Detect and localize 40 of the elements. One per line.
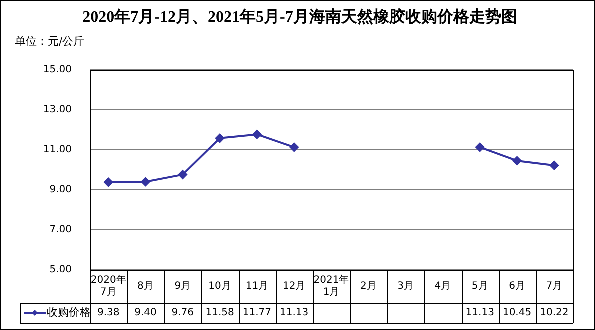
x-tick-label: 6月	[509, 281, 526, 292]
x-tick-label: 2020年 7月	[90, 274, 126, 298]
data-label: 11.77	[242, 308, 272, 319]
data-label: 9.38	[97, 308, 120, 319]
data-label: 11.13	[466, 308, 494, 319]
x-tick-label: 5月	[472, 281, 488, 292]
data-label: 10.45	[502, 308, 532, 319]
y-tick-label: 9.00	[50, 184, 72, 196]
x-tick-label: 8月	[138, 281, 154, 292]
point	[512, 156, 522, 166]
data-label: 11.13	[280, 308, 309, 319]
point	[104, 178, 114, 187]
point	[476, 142, 485, 152]
legend-label: 收购价格	[47, 306, 91, 319]
y-tick-label: 13.00	[43, 104, 72, 116]
point	[141, 178, 150, 186]
x-tick-label: 11月	[246, 281, 269, 292]
y-tick-label: 5.00	[50, 264, 72, 276]
x-tick-label: 2月	[360, 281, 377, 292]
y-axis-title: 单位：元/公斤	[15, 34, 85, 48]
x-tick-label: 10月	[208, 281, 232, 292]
y-tick-label: 15.00	[43, 64, 72, 76]
data-label: 11.58	[206, 308, 234, 319]
point	[216, 134, 225, 143]
data-label: 9.76	[172, 308, 194, 319]
point	[178, 170, 188, 180]
point	[550, 161, 559, 170]
x-tick-label: 7月	[546, 281, 563, 292]
point	[290, 142, 299, 152]
x-tick-label: 12月	[282, 281, 306, 292]
x-tick-label: 3月	[398, 281, 414, 292]
data-label: 9.40	[134, 308, 157, 319]
x-tick-label: 9月	[174, 281, 192, 292]
data-label: 10.22	[540, 308, 569, 319]
point	[252, 130, 262, 140]
x-tick-label: 2021年 1月	[314, 274, 350, 298]
chart-title: 2020年7月-12月、2021年5月-7月海南天然橡胶收购价格走势图	[82, 8, 518, 26]
y-tick-label: 11.00	[43, 144, 72, 156]
x-tick-label: 4月	[434, 281, 452, 292]
y-tick-label: 7.00	[50, 224, 72, 236]
